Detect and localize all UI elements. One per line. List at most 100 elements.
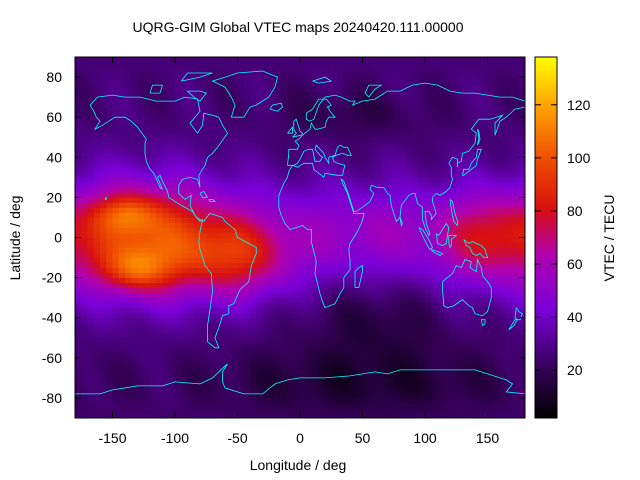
heat-cell xyxy=(500,172,507,178)
heat-cell xyxy=(250,222,257,228)
heat-cell xyxy=(112,242,120,248)
heat-cell xyxy=(481,407,488,414)
heat-cell xyxy=(262,107,270,113)
heat-cell xyxy=(225,282,232,289)
heat-cell xyxy=(112,222,120,228)
heat-cell xyxy=(81,297,88,304)
heat-cell xyxy=(137,172,145,178)
heat-cell xyxy=(118,202,126,208)
heat-cell xyxy=(437,157,445,163)
heat-cell xyxy=(462,247,470,253)
heat-cell xyxy=(225,157,232,163)
heat-cell xyxy=(443,272,451,279)
heat-cell xyxy=(87,272,95,279)
heat-cell xyxy=(81,412,88,418)
heat-cell xyxy=(493,397,501,404)
heat-cell xyxy=(106,67,113,73)
heat-cell xyxy=(168,362,176,369)
heat-cell xyxy=(437,257,445,263)
heat-cell xyxy=(431,262,438,268)
heat-cell xyxy=(275,87,282,93)
heat-cell xyxy=(87,107,95,113)
heat-cell xyxy=(300,362,307,369)
heat-cell xyxy=(450,372,457,379)
heat-cell xyxy=(462,132,470,138)
heat-cell xyxy=(218,157,226,163)
heat-cell xyxy=(118,117,126,123)
heat-cell xyxy=(125,287,132,294)
heat-cell xyxy=(481,87,488,93)
heat-cell xyxy=(106,102,113,108)
heat-cell xyxy=(268,372,276,379)
heat-cell xyxy=(175,77,182,83)
heat-cell xyxy=(150,352,157,359)
heat-cell xyxy=(281,237,288,243)
heat-cell xyxy=(400,222,407,228)
heat-cell xyxy=(337,82,345,88)
heat-cell xyxy=(350,337,357,344)
heat-cell xyxy=(87,232,95,238)
heat-cell xyxy=(106,217,113,223)
heat-cell xyxy=(318,237,326,243)
heat-cell xyxy=(456,112,463,118)
heat-cell xyxy=(337,282,345,289)
heat-cell xyxy=(181,277,188,284)
heat-cell xyxy=(200,367,207,374)
heat-cell xyxy=(325,217,332,223)
heat-cell xyxy=(162,117,170,123)
heat-cell xyxy=(193,317,201,324)
heat-cell xyxy=(168,127,176,133)
heat-cell xyxy=(262,197,270,203)
heat-cell xyxy=(425,172,432,178)
heat-cell xyxy=(256,252,263,258)
heat-cell xyxy=(406,237,413,243)
heat-cell xyxy=(187,77,195,83)
heat-cell xyxy=(206,237,213,243)
heat-cell xyxy=(206,357,213,364)
heat-cell xyxy=(143,172,151,178)
heat-cell xyxy=(368,102,376,108)
heat-cell xyxy=(225,337,232,344)
heat-cell xyxy=(106,342,113,349)
heat-cell xyxy=(150,187,157,193)
heat-cell xyxy=(312,297,320,304)
heat-cell xyxy=(306,352,313,359)
heat-cell xyxy=(275,162,282,168)
heat-cell xyxy=(418,357,426,364)
heat-cell xyxy=(475,212,482,218)
heat-cell xyxy=(400,392,407,399)
heat-cell xyxy=(87,392,95,399)
heat-cell xyxy=(443,327,451,334)
heat-cell xyxy=(237,292,245,299)
heat-cell xyxy=(87,412,95,418)
heat-cell xyxy=(250,312,257,319)
heat-cell xyxy=(281,192,288,198)
heat-cell xyxy=(187,132,195,138)
heat-cell xyxy=(506,92,513,98)
heat-cell xyxy=(400,217,407,223)
heat-cell xyxy=(187,257,195,263)
heat-cell xyxy=(387,122,395,128)
heat-cell xyxy=(512,267,520,273)
heat-cell xyxy=(468,72,476,78)
heat-cell xyxy=(125,407,132,414)
heat-cell xyxy=(362,172,370,178)
heat-cell xyxy=(343,197,351,203)
heat-cell xyxy=(306,172,313,178)
heat-cell xyxy=(400,232,407,238)
heat-cell xyxy=(506,267,513,273)
heat-cell xyxy=(400,267,407,273)
heat-cell xyxy=(75,382,82,389)
heat-cell xyxy=(225,237,232,243)
heat-cell xyxy=(425,297,432,304)
heat-cell xyxy=(162,202,170,208)
heat-cell xyxy=(218,162,226,168)
heat-cell xyxy=(193,217,201,223)
heat-cell xyxy=(181,72,188,78)
heat-cell xyxy=(281,222,288,228)
heat-cell xyxy=(337,407,345,414)
heat-cell xyxy=(206,222,213,228)
heat-cell xyxy=(412,377,420,384)
heat-cell xyxy=(256,247,263,253)
heat-cell xyxy=(206,207,213,213)
